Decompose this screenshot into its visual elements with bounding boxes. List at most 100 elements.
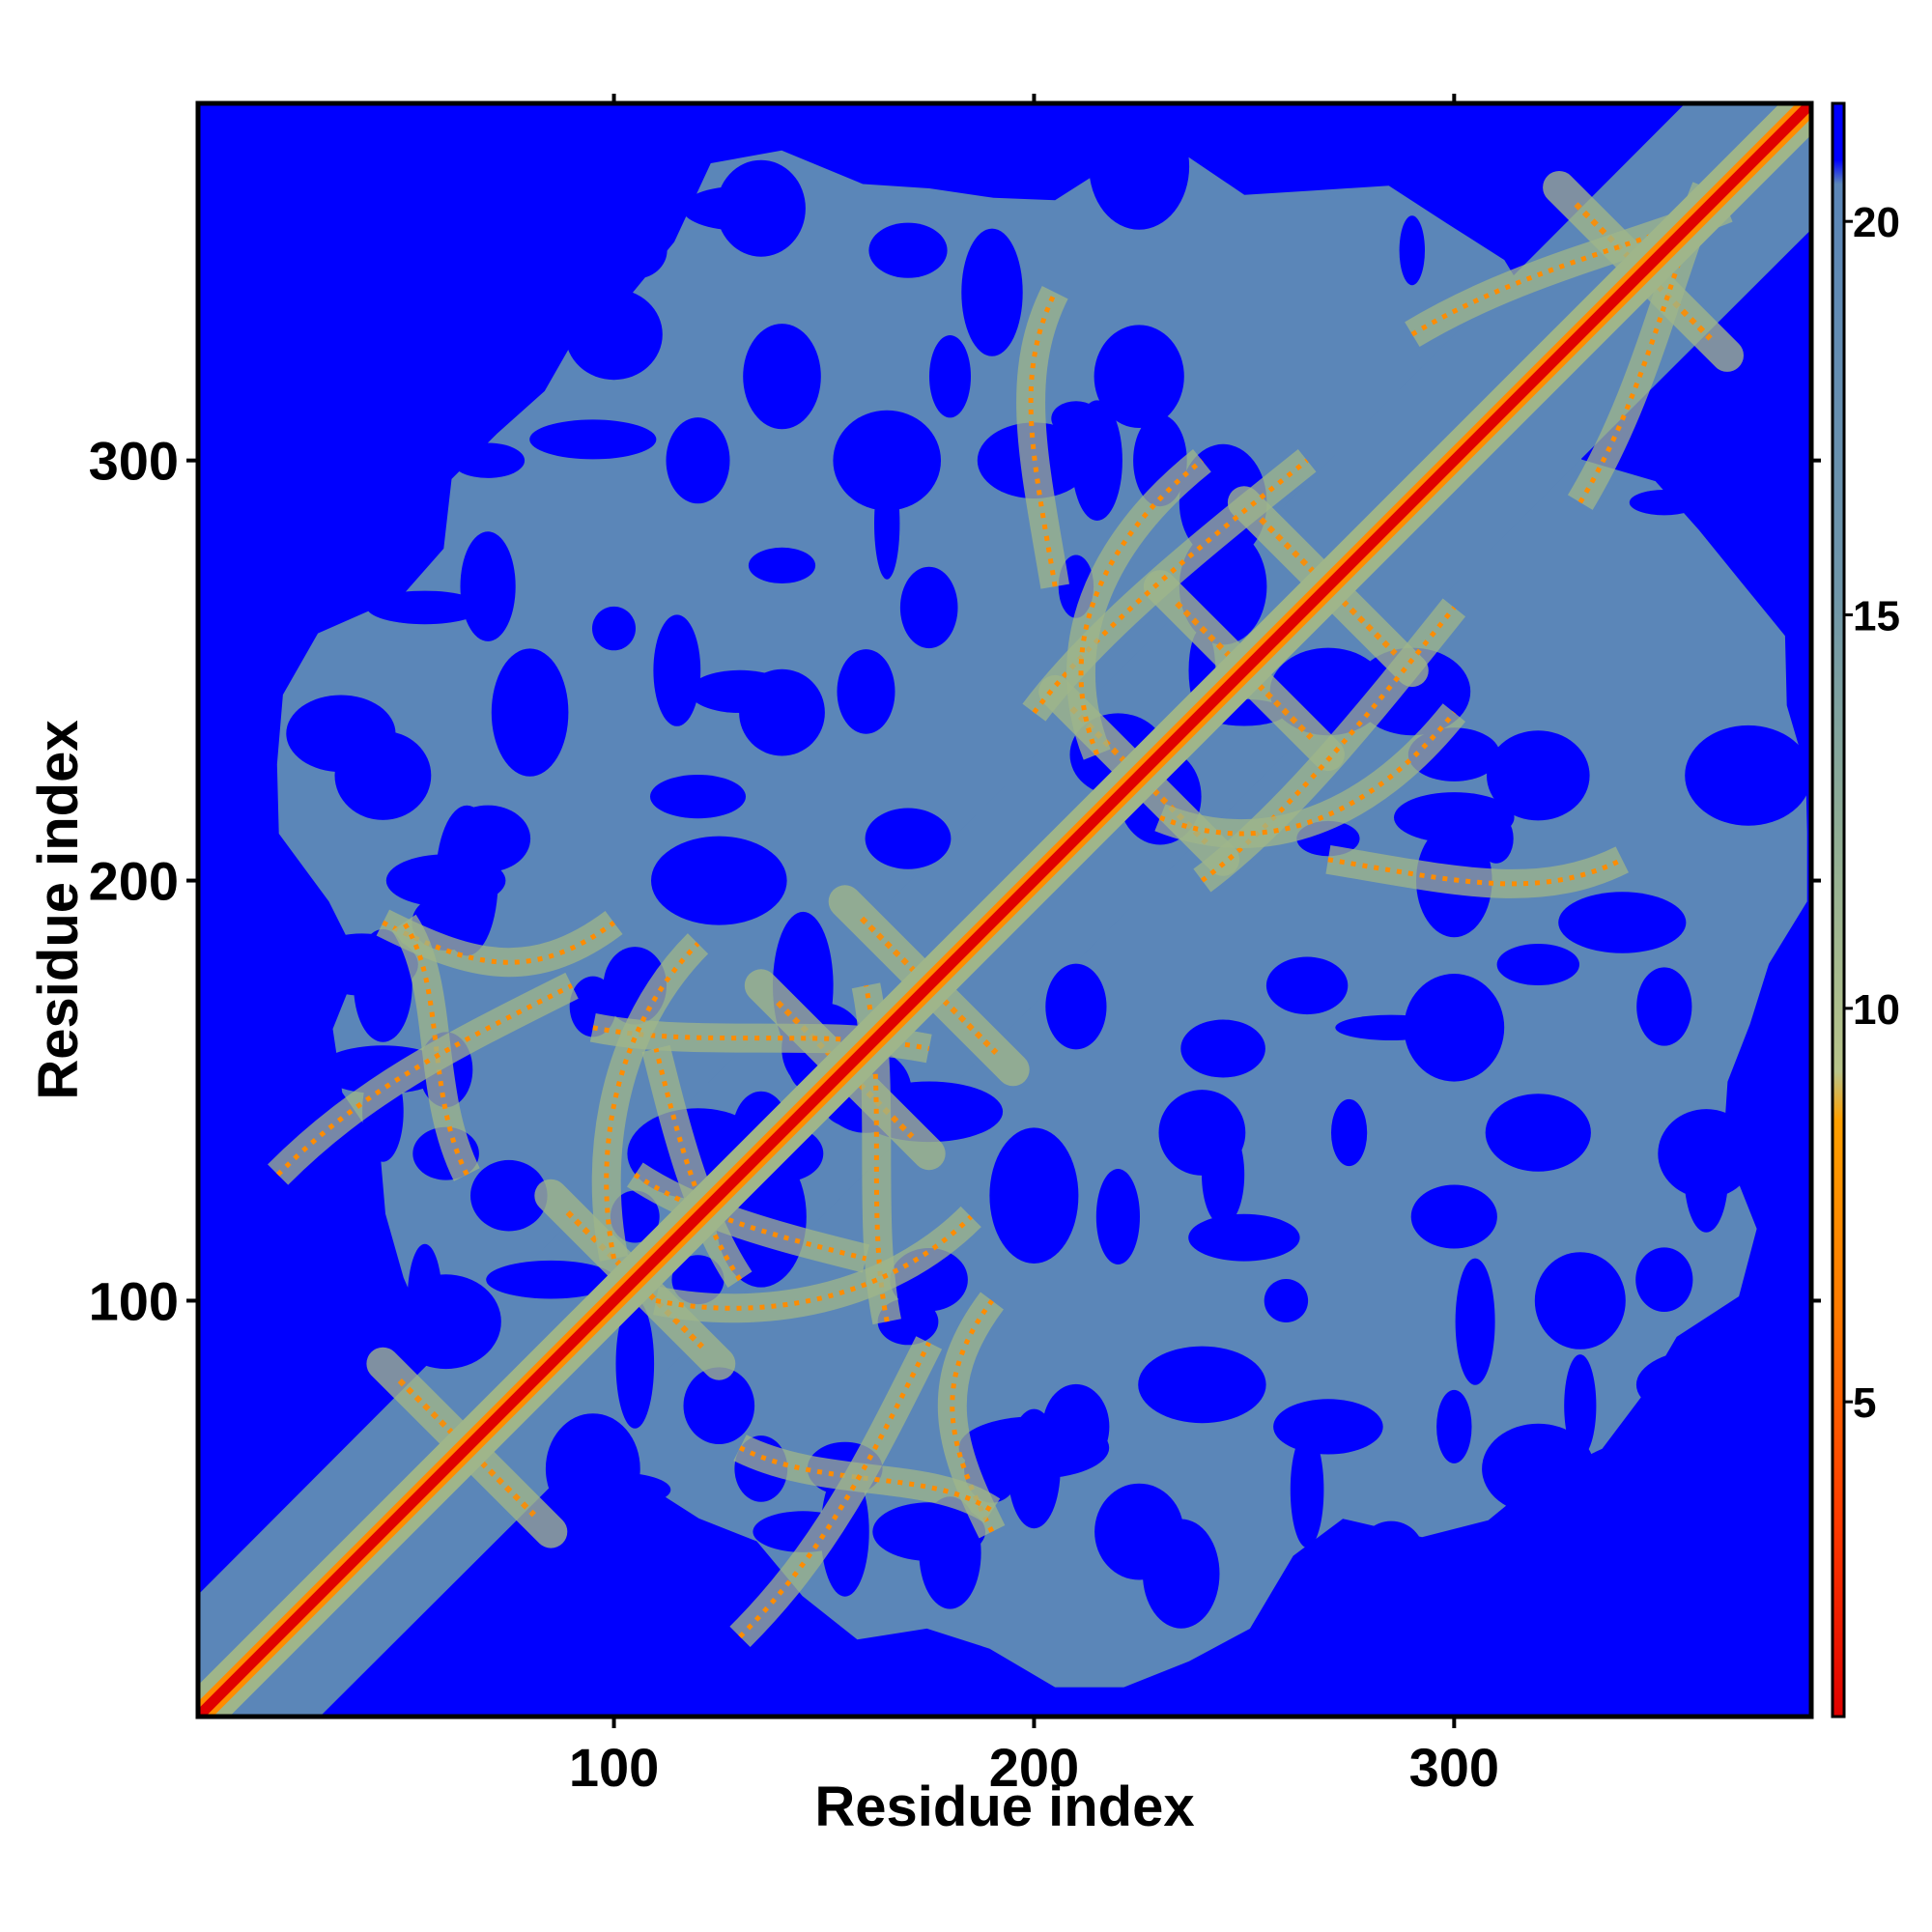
cutoff-island: [1658, 1109, 1755, 1199]
contact-arc: [1154, 703, 1466, 848]
cutoff-island: [1335, 1014, 1447, 1041]
cutoff-island: [603, 221, 668, 279]
contact-arc-core: [1028, 291, 1058, 587]
cutoff-island: [1045, 963, 1107, 1050]
contact-arc-core: [1410, 206, 1728, 337]
cutoff-island: [1273, 1399, 1383, 1455]
colorbar-ticks: 5 10 15 20: [1844, 199, 1900, 1427]
contact-arc-core: [653, 1047, 743, 1282]
contact-arc-core: [604, 942, 700, 1260]
cutoff-island: [565, 289, 663, 381]
cutoff-island: [390, 1274, 501, 1370]
colorbar-tick-label: 15: [1853, 593, 1900, 640]
cutoff-island: [1180, 1019, 1265, 1078]
cutoff-island: [385, 220, 464, 323]
cutoff-island: [1635, 1349, 1776, 1421]
y-axis-title: Residue index: [27, 720, 90, 1099]
contact-arc-core: [950, 1298, 995, 1533]
distance-heatmap: [198, 103, 1811, 1717]
cutoff-island: [1482, 1423, 1595, 1515]
contact-arc: [1066, 448, 1211, 760]
cutoff-island: [470, 1159, 548, 1232]
cutoff-island: [1485, 1094, 1591, 1172]
plot-frame: [195, 100, 1814, 1719]
cutoff-island: [1264, 1279, 1309, 1322]
y-tick-label: 100: [89, 1270, 179, 1331]
cutoff-island: [1158, 1090, 1246, 1176]
cutoff-island: [366, 590, 483, 625]
cutoff-island: [1410, 1184, 1497, 1249]
cutoff-island: [1629, 490, 1699, 516]
contact-arc-core: [1327, 857, 1624, 887]
cutoff-island: [1138, 1346, 1266, 1424]
y-tick-label: 200: [89, 851, 179, 912]
cutoff-island: [1455, 1258, 1495, 1385]
cutoff-island: [460, 531, 516, 641]
x-axis-ticks: 100 200 300: [569, 94, 1499, 1798]
cutoff-island: [1496, 944, 1580, 985]
cutoff-island: [837, 649, 895, 734]
cutoff-island: [1399, 215, 1426, 286]
cutoff-island: [865, 808, 952, 869]
contact-arc-core: [1577, 186, 1709, 504]
cutoff-island: [868, 222, 948, 278]
contact-arc-core: [738, 1445, 994, 1513]
y-axis-ticks: 100 200 300: [89, 431, 1821, 1331]
cutoff-island: [1051, 401, 1101, 437]
contact-arc-core: [275, 983, 574, 1177]
cutoff-island: [683, 1367, 755, 1444]
cutoff-island: [1685, 724, 1811, 826]
cutoff-island: [929, 335, 971, 418]
colorbar-tick-label: 20: [1853, 199, 1900, 246]
x-tick-label: 200: [989, 1737, 1079, 1798]
cutoff-island: [400, 320, 492, 433]
cutoff-island: [494, 138, 566, 279]
x-tick-label: 300: [1409, 1737, 1499, 1798]
cutoff-island: [1436, 1389, 1472, 1463]
cutoff-island: [486, 1260, 616, 1299]
y-tick-label: 300: [89, 431, 179, 492]
cutoff-island: [748, 547, 816, 584]
x-tick-label: 100: [569, 1737, 659, 1798]
contact-arc-core: [1032, 458, 1309, 715]
diagonal-band: [198, 103, 1811, 1717]
cutoff-island: [592, 606, 636, 651]
cutoff-island: [1478, 813, 1514, 864]
colorbar-gradient: [1831, 101, 1846, 1719]
x-axis-title: Residue index: [814, 1776, 1194, 1838]
cutoff-island: [1564, 1354, 1597, 1458]
cutoff-island: [407, 1243, 442, 1358]
cutoff-island: [1188, 1213, 1300, 1262]
cutoff-island: [1487, 730, 1590, 821]
cutoff-island: [1636, 967, 1692, 1046]
contact-arc-core: [633, 1172, 867, 1262]
colorbar-tick-label: 5: [1853, 1379, 1876, 1427]
cutoff-island: [1142, 1519, 1220, 1629]
cutoff-island: [666, 417, 730, 504]
cutoff-island: [874, 468, 900, 580]
contact-arc-core: [382, 920, 616, 965]
cutoff-island: [885, 427, 931, 495]
cutoff-island: [286, 695, 396, 773]
cutoff-island: [615, 1298, 655, 1429]
cutoff-island: [653, 614, 701, 726]
cutoff-island: [716, 159, 806, 257]
cutoff-island: [1095, 1169, 1140, 1264]
cutoff-island: [1534, 1252, 1626, 1350]
cutoff-island: [529, 419, 657, 460]
cutoff-island: [1094, 325, 1184, 429]
cutoff-island: [673, 845, 764, 916]
cutoff-island: [1265, 956, 1349, 1015]
cutoff-island: [451, 442, 526, 478]
cutoff-island: [329, 491, 394, 556]
cutoff-island: [1592, 1451, 1694, 1529]
cutoff-island: [1331, 1098, 1368, 1167]
cutoff-island: [1358, 1520, 1424, 1585]
cutoff-island: [961, 228, 1023, 356]
cutoff-island: [491, 648, 569, 777]
colorbar-tick-label: 10: [1853, 986, 1900, 1034]
cutoff-island: [1089, 103, 1190, 230]
cutoff-island: [650, 775, 746, 819]
cutoff-island: [1420, 983, 1489, 1030]
